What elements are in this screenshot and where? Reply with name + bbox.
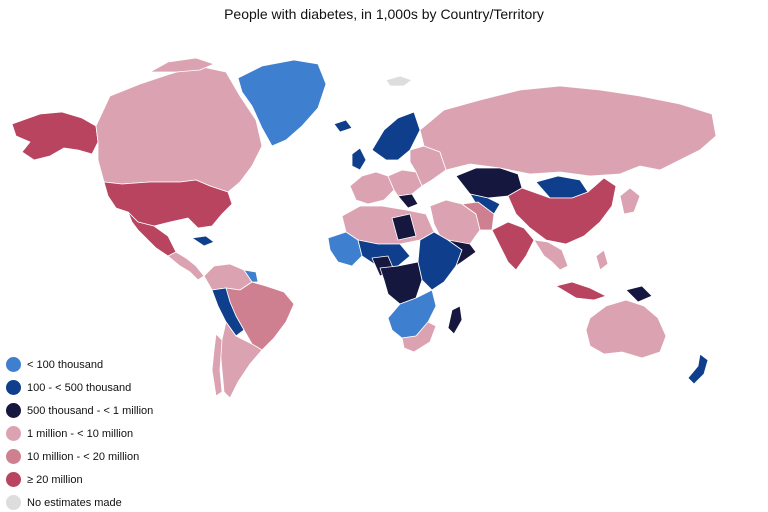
region-central-europe[interactable] <box>387 169 423 197</box>
region-balkans[interactable] <box>397 193 419 209</box>
legend-label: 10 million - < 20 million <box>27 450 140 463</box>
region-papua[interactable] <box>625 285 653 303</box>
legend-swatch <box>6 449 21 464</box>
region-guianas[interactable] <box>243 269 259 283</box>
region-western-europe[interactable] <box>349 171 395 205</box>
region-india[interactable] <box>491 221 535 271</box>
region-svalbard[interactable] <box>385 75 413 87</box>
legend-item-no-estimates[interactable]: No estimates made <box>6 491 206 512</box>
region-chile[interactable] <box>211 333 223 397</box>
region-peru-bolivia[interactable] <box>211 287 245 337</box>
region-sahel[interactable] <box>357 239 411 269</box>
region-alaska[interactable] <box>11 111 99 161</box>
region-west-africa[interactable] <box>327 231 363 267</box>
legend-swatch <box>6 403 21 418</box>
legend-label: 100 - < 500 thousand <box>27 381 132 394</box>
region-madagascar[interactable] <box>447 305 463 335</box>
region-korea-japan[interactable] <box>619 187 641 215</box>
region-china[interactable] <box>507 177 617 245</box>
legend-swatch <box>6 380 21 395</box>
region-caribbean[interactable] <box>191 235 215 247</box>
legend-item-gte20m[interactable]: ≥ 20 million <box>6 468 206 491</box>
region-south-africa[interactable] <box>401 321 437 353</box>
region-central-america[interactable] <box>167 251 205 281</box>
legend: < 100 thousand 100 - < 500 thousand 500 … <box>6 353 206 512</box>
legend-item-lt100k[interactable]: < 100 thousand <box>6 353 206 376</box>
legend-label: No estimates made <box>27 496 122 509</box>
legend-swatch <box>6 472 21 487</box>
region-iceland[interactable] <box>333 119 353 133</box>
legend-label: ≥ 20 million <box>27 473 83 486</box>
legend-item-100k-500k[interactable]: 100 - < 500 thousand <box>6 376 206 399</box>
legend-item-1m-10m[interactable]: 1 million - < 10 million <box>6 422 206 445</box>
map-title: People with diabetes, in 1,000s by Count… <box>224 6 544 22</box>
region-russia[interactable] <box>419 85 717 177</box>
region-southern-africa[interactable] <box>387 289 437 339</box>
region-australia[interactable] <box>585 299 667 359</box>
region-southeast-asia[interactable] <box>533 239 569 271</box>
legend-item-10m-20m[interactable]: 10 million - < 20 million <box>6 445 206 468</box>
region-argentina[interactable] <box>219 321 263 399</box>
region-usa[interactable] <box>103 179 233 229</box>
region-horn-of-africa[interactable] <box>447 239 477 267</box>
region-new-zealand[interactable] <box>687 353 709 385</box>
region-libya[interactable] <box>391 213 417 241</box>
legend-swatch <box>6 426 21 441</box>
legend-swatch <box>6 357 21 372</box>
legend-label: 500 thousand - < 1 million <box>27 404 154 417</box>
region-colombia-venezuela[interactable] <box>203 263 253 291</box>
legend-swatch <box>6 495 21 510</box>
region-greenland[interactable] <box>237 59 327 147</box>
region-canada-arctic[interactable] <box>149 57 215 73</box>
region-indonesia[interactable] <box>555 281 607 301</box>
region-philippines[interactable] <box>595 249 609 271</box>
legend-label: < 100 thousand <box>27 358 104 371</box>
region-uk[interactable] <box>351 147 367 171</box>
legend-label: 1 million - < 10 million <box>27 427 134 440</box>
legend-item-500k-1m[interactable]: 500 thousand - < 1 million <box>6 399 206 422</box>
region-canada[interactable] <box>95 65 263 193</box>
